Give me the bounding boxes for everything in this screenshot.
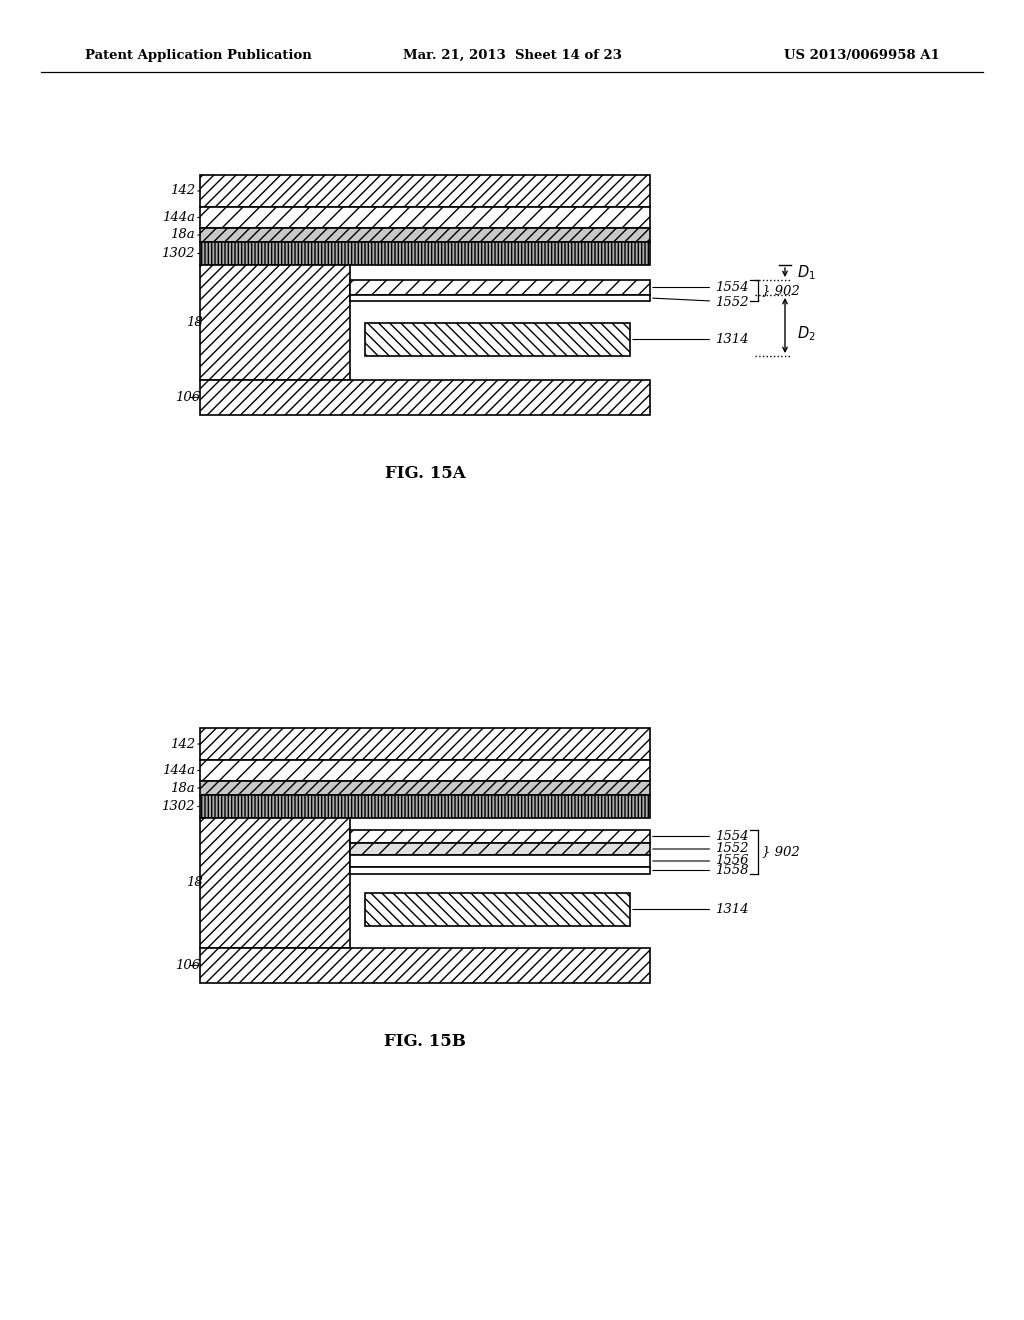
Text: 106: 106	[175, 960, 200, 972]
Text: $D_2$: $D_2$	[797, 325, 816, 343]
Bar	[350, 855, 650, 867]
Bar	[200, 781, 650, 795]
Text: FIG. 15A: FIG. 15A	[385, 465, 465, 482]
Bar	[200, 818, 350, 948]
Text: US 2013/0069958 A1: US 2013/0069958 A1	[784, 49, 940, 62]
Text: Patent Application Publication: Patent Application Publication	[85, 49, 311, 62]
Text: 142: 142	[170, 185, 200, 198]
Text: 1554: 1554	[652, 830, 749, 843]
Bar	[200, 176, 650, 207]
Text: $D_1$: $D_1$	[797, 263, 816, 282]
Text: 144a: 144a	[162, 764, 200, 777]
Bar	[200, 948, 650, 983]
Text: 1314: 1314	[633, 333, 749, 346]
Bar	[200, 265, 350, 380]
Text: 18: 18	[186, 876, 203, 890]
Bar	[200, 760, 650, 781]
Bar	[200, 207, 650, 228]
Bar	[200, 795, 650, 818]
Bar	[350, 867, 650, 874]
Text: Mar. 21, 2013  Sheet 14 of 23: Mar. 21, 2013 Sheet 14 of 23	[402, 49, 622, 62]
Bar	[350, 280, 650, 294]
Bar	[200, 380, 650, 414]
Text: 1302: 1302	[162, 247, 200, 260]
Text: 1314: 1314	[633, 903, 749, 916]
Bar	[200, 242, 650, 265]
Text: 1552: 1552	[652, 296, 749, 309]
Text: } 902: } 902	[762, 846, 800, 858]
Text: 144a: 144a	[162, 211, 200, 224]
Text: 1558: 1558	[652, 865, 749, 876]
Text: 1554: 1554	[652, 281, 749, 294]
Text: 1302: 1302	[162, 800, 200, 813]
Bar	[350, 294, 650, 301]
Bar	[200, 228, 650, 242]
Bar	[365, 894, 630, 927]
Text: 1552: 1552	[652, 842, 749, 855]
Text: 142: 142	[170, 738, 200, 751]
Bar	[200, 729, 650, 760]
Text: 18a: 18a	[170, 228, 200, 242]
Bar	[350, 830, 650, 843]
Text: 106: 106	[175, 391, 200, 404]
Text: } 902: } 902	[762, 284, 800, 297]
Bar	[350, 843, 650, 855]
Bar	[365, 323, 630, 356]
Text: 1556: 1556	[652, 854, 749, 867]
Text: 18: 18	[186, 315, 203, 329]
Text: 18a: 18a	[170, 781, 200, 795]
Text: FIG. 15B: FIG. 15B	[384, 1034, 466, 1049]
